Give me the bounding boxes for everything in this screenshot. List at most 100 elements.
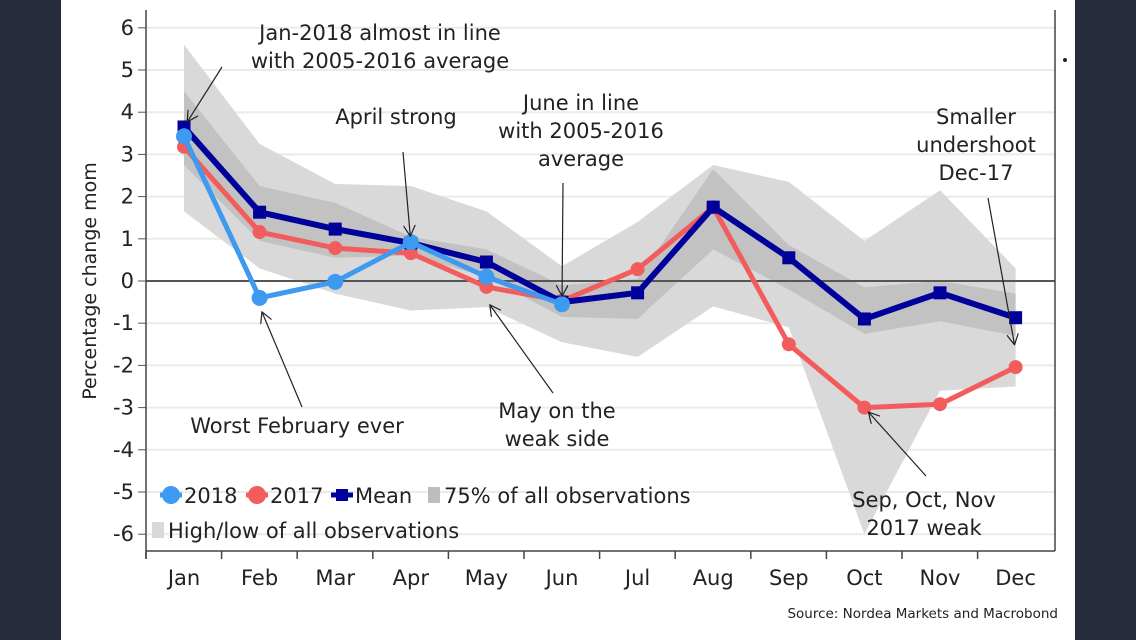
y-tick-label: 4: [121, 100, 134, 124]
annotation-text: weak side: [505, 427, 610, 451]
annotation-text: Dec-17: [939, 161, 1014, 185]
legend-swatch: [428, 487, 440, 503]
x-tick-label: Feb: [241, 566, 278, 590]
annotation-feb: Worst February ever: [190, 312, 404, 438]
legend-marker: [248, 486, 266, 504]
x-tick-label: Apr: [393, 566, 430, 590]
annotation-text: 2017 weak: [866, 516, 982, 540]
data-point: [781, 337, 796, 352]
x-tick-label: Mar: [315, 566, 355, 590]
data-point: [857, 312, 871, 326]
data-point: [403, 246, 418, 261]
data-point: [253, 205, 267, 219]
annotation-arrow: [402, 151, 410, 236]
y-tick-label: -6: [113, 522, 134, 546]
annotation-text: Sep, Oct, Nov: [852, 488, 996, 512]
data-point: [478, 268, 495, 285]
data-point: [554, 296, 570, 313]
data-point: [479, 255, 493, 269]
legend-swatch: [152, 522, 164, 538]
y-tick-label: 1: [121, 227, 134, 251]
legend-item-2017: 2017: [246, 484, 323, 508]
series-line-2017: [182, 145, 1017, 411]
y-tick-label: 3: [121, 142, 134, 166]
stray-dot: [1063, 58, 1067, 62]
y-tick-label: 2: [121, 185, 134, 209]
y-tick-label: 0: [121, 269, 134, 293]
annotation-text: average: [538, 147, 624, 171]
data-point: [933, 286, 947, 300]
x-tick-label: Aug: [693, 566, 734, 590]
legend-label: Mean: [355, 484, 412, 508]
y-tick-label: -5: [113, 480, 134, 504]
annotation-text: with 2005-2016 average: [251, 49, 509, 73]
series-line-mean: [181, 124, 1017, 322]
x-tick-label: Dec: [995, 566, 1036, 590]
series-lines: [176, 120, 1023, 415]
annotation-text: April strong: [335, 105, 457, 129]
annotation-text: with 2005-2016: [498, 119, 664, 143]
axes: 6 5 4 3 2 1 0 -1 -2 -3 -4 -5 -6 Jan Feb Mar Apr May Jun Jul…: [113, 10, 1056, 590]
annotation-arrow: [262, 312, 303, 408]
data-point: [1009, 311, 1023, 325]
annotation-arrow: [187, 66, 223, 122]
data-point: [252, 225, 267, 240]
annotation-sep: Sep, Oct, Nov 2017 weak: [852, 412, 996, 540]
data-point: [782, 251, 796, 265]
series-2018: [176, 128, 570, 313]
legend-label: 75% of all observations: [444, 484, 691, 508]
annotation-dec: Smaller undershoot Dec-17: [916, 105, 1036, 345]
annotation-jun: June in line with 2005-2016 average: [498, 91, 664, 296]
legend-item-high-low-of-all-observations: High/low of all observations: [152, 519, 459, 543]
data-point: [328, 241, 343, 256]
annotation-text: Jan-2018 almost in line: [257, 21, 501, 45]
data-point: [857, 400, 872, 415]
x-tick-label: Oct: [846, 566, 882, 590]
annotation-arrow: [562, 182, 563, 296]
data-point: [402, 234, 419, 251]
data-point: [327, 273, 344, 290]
y-tick-label: -3: [113, 396, 134, 420]
data-point: [631, 286, 645, 300]
x-tick-label: Sep: [769, 566, 809, 590]
series-line-2018: [181, 135, 563, 307]
data-point: [328, 222, 342, 236]
annotations: Jan-2018 almost in line with 2005-2016 av…: [187, 21, 1036, 540]
annotation-text: June in line: [521, 91, 639, 115]
y-axis-label: Percentage change mom: [79, 162, 101, 400]
x-tick-label: Nov: [920, 566, 961, 590]
annotation-text: Smaller: [936, 105, 1016, 129]
y-tick-label: 5: [121, 58, 134, 82]
data-point: [706, 200, 720, 214]
legend-label: High/low of all observations: [168, 519, 459, 543]
data-point: [630, 262, 645, 277]
legend: 2018 2017 Mean 75% of all observations High/…: [152, 484, 691, 543]
annotation-apr: April strong: [335, 105, 457, 236]
annotation-text: Worst February ever: [190, 414, 404, 438]
legend-label: 2018: [184, 484, 237, 508]
annotation-text: undershoot: [916, 133, 1036, 157]
legend-item-75-of-all-observations: 75% of all observations: [428, 484, 691, 508]
x-tick-label: Jun: [544, 566, 579, 590]
annotation-arrow: [987, 197, 1015, 345]
legend-label: 2017: [270, 484, 323, 508]
data-point: [1008, 360, 1023, 375]
legend-item-mean: Mean: [331, 484, 412, 508]
annotation-arrow: [868, 412, 927, 477]
annotation-arrow: [490, 305, 554, 394]
x-tick-label: Jan: [166, 566, 200, 590]
legend-marker: [162, 486, 180, 504]
data-point: [933, 397, 947, 412]
x-tick-label: Jul: [623, 566, 650, 590]
legend-marker: [336, 489, 348, 501]
data-point: [251, 289, 268, 306]
y-tick-label: -1: [113, 311, 134, 335]
x-tick-label: May: [465, 566, 508, 590]
annotation-may: May on the weak side: [490, 305, 616, 451]
y-tick-label: 6: [121, 16, 134, 40]
legend-item-2018: 2018: [160, 484, 237, 508]
source-note: Source: Nordea Markets and Macrobond: [787, 606, 1058, 622]
data-point: [176, 128, 192, 145]
annotation-jan: Jan-2018 almost in line with 2005-2016 av…: [187, 21, 509, 122]
